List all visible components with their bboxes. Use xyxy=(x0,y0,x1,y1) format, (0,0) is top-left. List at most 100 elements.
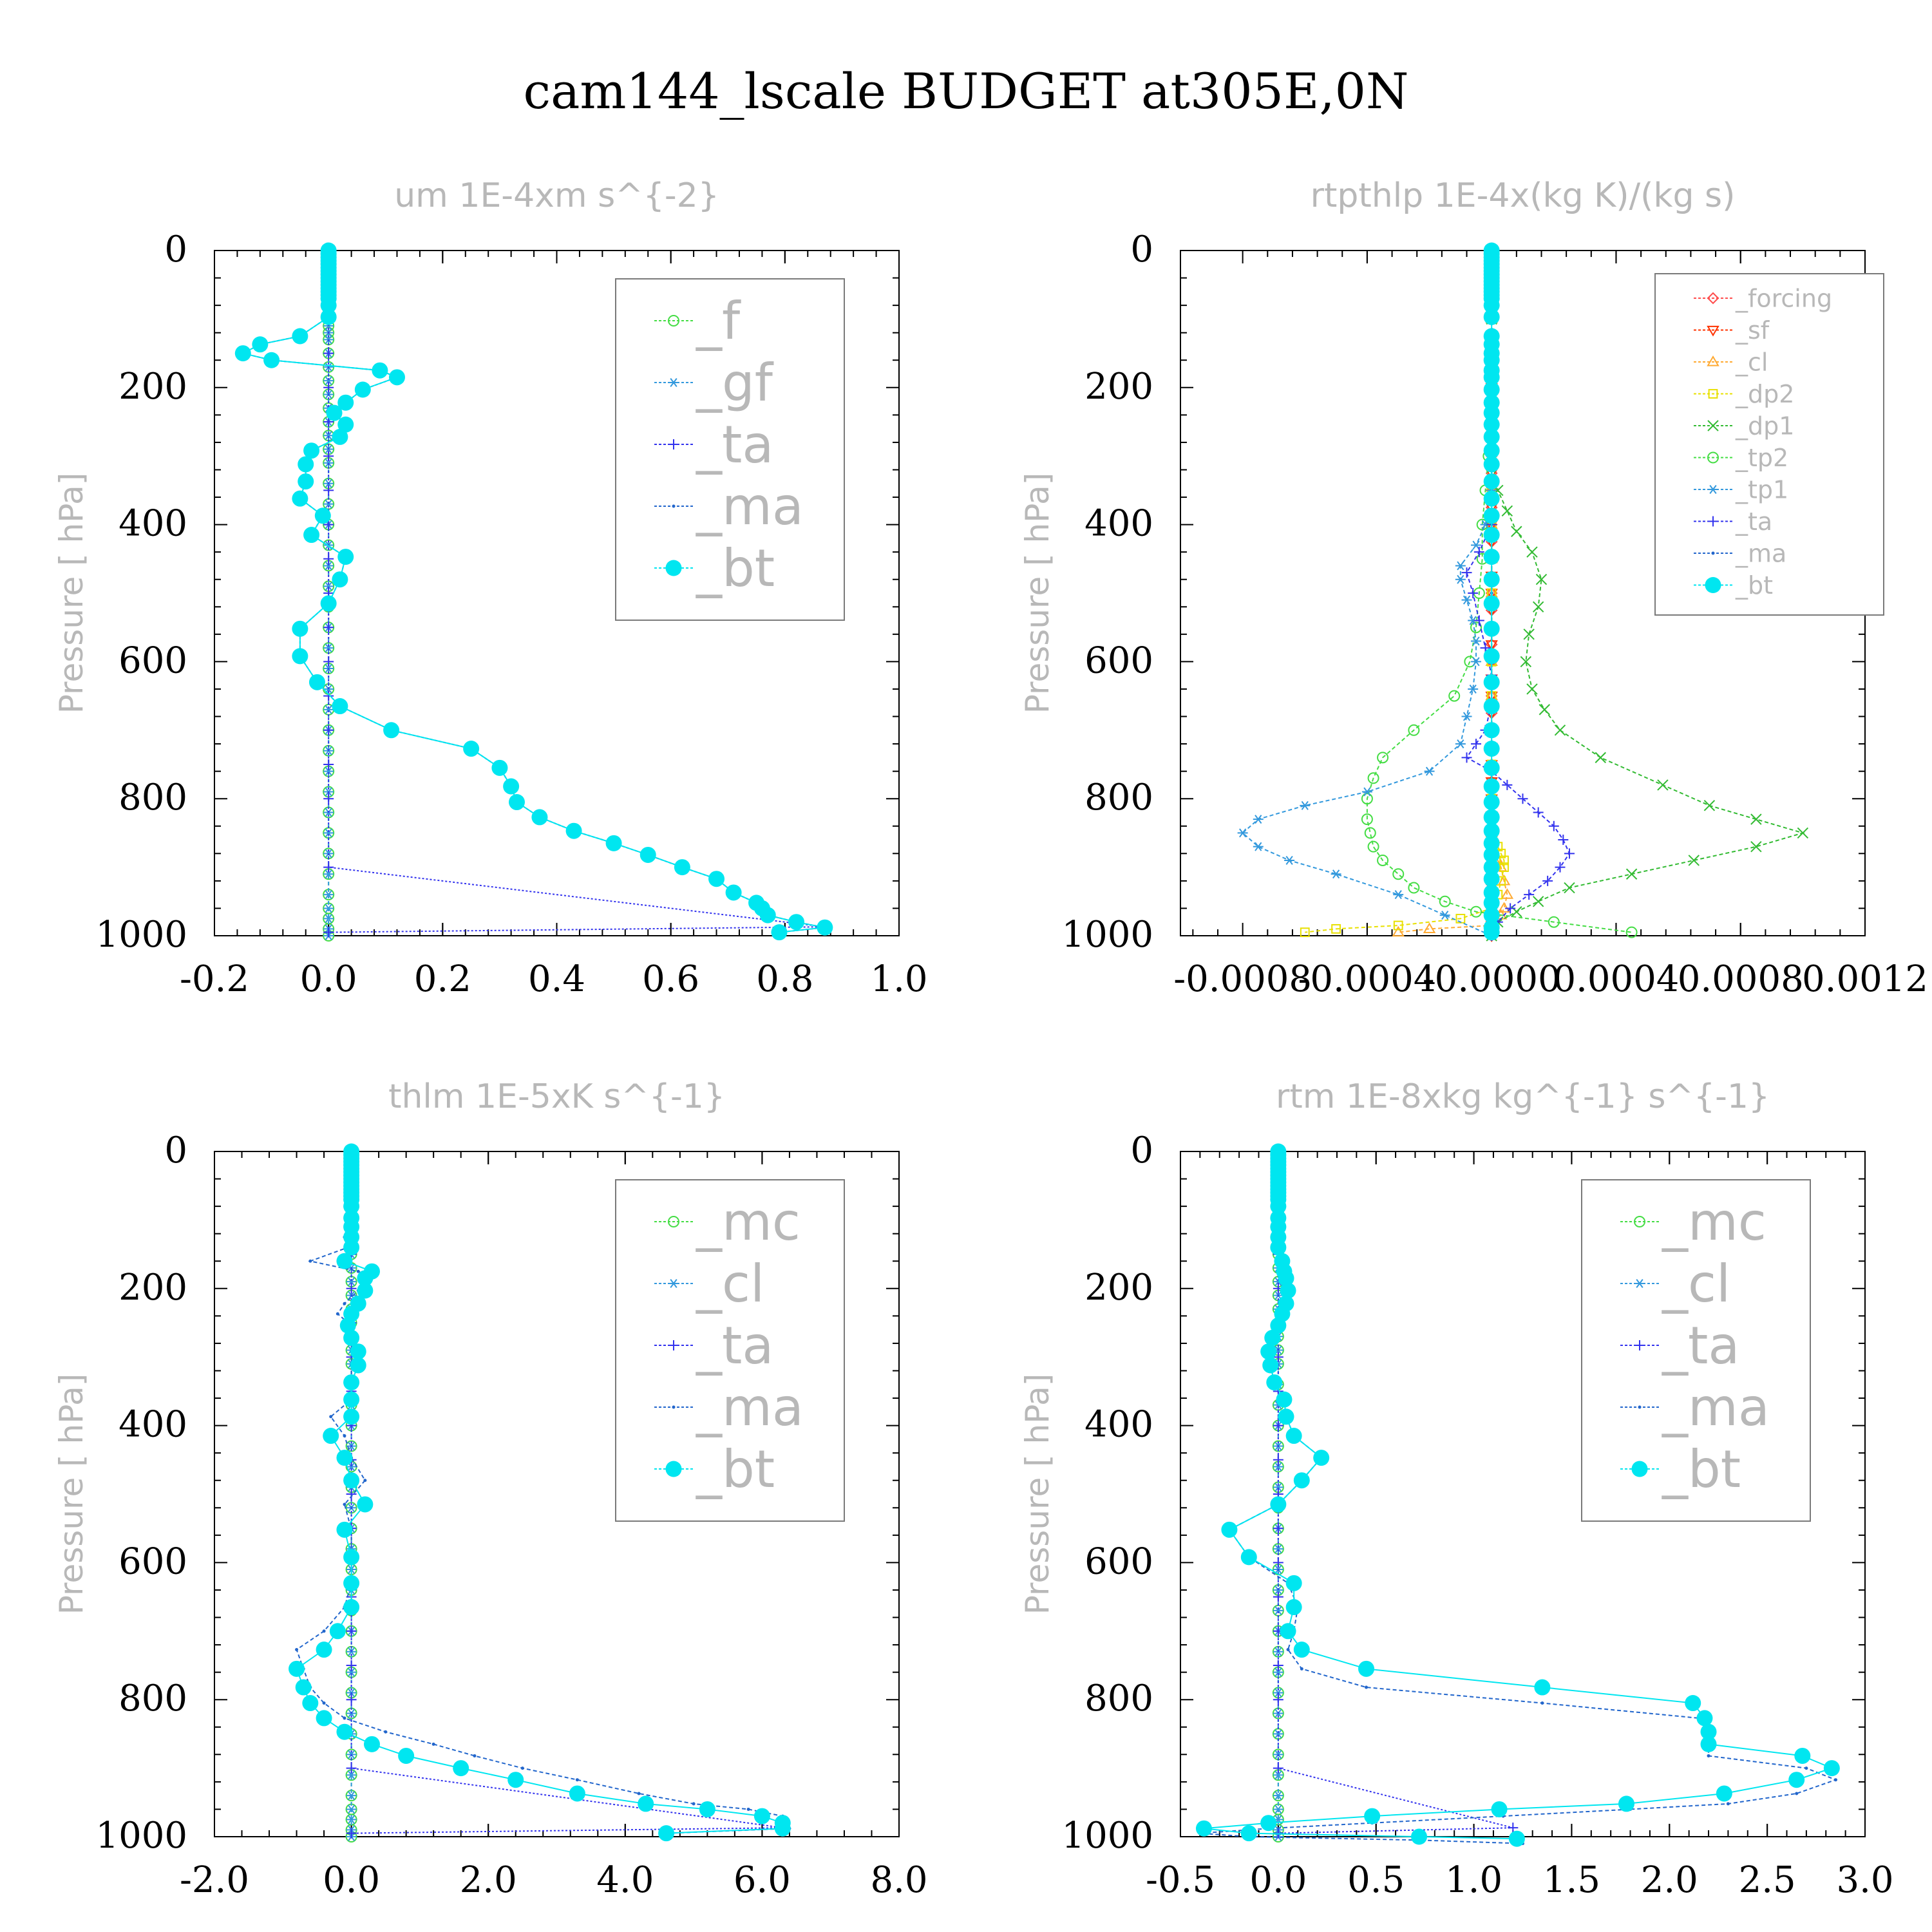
data-point xyxy=(303,527,320,544)
data-point xyxy=(323,348,334,359)
data-point xyxy=(298,473,314,490)
data-point xyxy=(295,1648,299,1652)
data-point xyxy=(1700,1723,1717,1740)
data-point xyxy=(343,1434,346,1438)
data-point xyxy=(1473,615,1484,626)
data-point xyxy=(295,1679,312,1696)
data-point xyxy=(1377,854,1389,866)
x-tick-label: 0.0 xyxy=(323,1859,380,1901)
x-tick-label: 0.4 xyxy=(528,958,585,1000)
data-point xyxy=(638,1795,654,1812)
data-point xyxy=(1264,1329,1281,1346)
data-point xyxy=(1540,1701,1544,1705)
data-point xyxy=(322,1701,326,1705)
data-point xyxy=(350,1357,366,1374)
data-point xyxy=(292,328,308,345)
data-point xyxy=(326,404,343,421)
legend-label: _cl xyxy=(696,1254,764,1314)
x-tick-label: 0.0 xyxy=(1249,1859,1307,1901)
data-point xyxy=(1564,848,1575,859)
data-point xyxy=(639,846,656,863)
legend-label: _sf xyxy=(1735,316,1770,345)
data-point xyxy=(1502,779,1513,790)
data-point xyxy=(1270,1239,1287,1256)
data-point xyxy=(323,561,334,571)
data-point xyxy=(1470,905,1482,918)
data-point xyxy=(346,1763,357,1774)
data-point xyxy=(1470,621,1482,634)
y-tick-label: 600 xyxy=(118,639,187,681)
data-point xyxy=(1278,1270,1294,1287)
data-point xyxy=(1501,888,1514,899)
legend-box xyxy=(1581,1179,1811,1522)
data-point xyxy=(323,451,334,462)
data-point xyxy=(1483,778,1500,795)
data-point xyxy=(337,416,354,433)
data-point xyxy=(1716,1785,1732,1802)
legend-entry: _f xyxy=(654,291,741,351)
data-point xyxy=(346,1283,357,1294)
data-point xyxy=(1439,895,1451,907)
data-point xyxy=(1548,916,1560,928)
data-point xyxy=(1195,1820,1212,1837)
data-point xyxy=(1483,759,1500,776)
data-point xyxy=(329,1415,333,1419)
data-point xyxy=(372,362,388,379)
data-point xyxy=(363,1479,367,1482)
data-point xyxy=(1461,567,1472,578)
data-point xyxy=(1703,800,1716,811)
data-point xyxy=(817,919,833,936)
data-point xyxy=(343,1549,360,1566)
panel-title: rtpthlp 1E-4x(kg K)/(kg s) xyxy=(1311,176,1736,215)
data-point xyxy=(1483,895,1500,911)
series-bt xyxy=(289,1143,791,1842)
data-point xyxy=(343,1472,360,1489)
legend-swatch-marker xyxy=(1711,551,1715,555)
data-point xyxy=(1657,779,1669,791)
data-point xyxy=(1273,1763,1283,1774)
data-point xyxy=(1625,868,1638,880)
data-point xyxy=(508,794,525,811)
data-point xyxy=(323,643,334,653)
data-point xyxy=(323,553,334,564)
data-point xyxy=(1483,549,1500,565)
data-point xyxy=(343,1408,360,1425)
legend-swatch-marker xyxy=(1707,292,1719,305)
x-tick-label: 0.5 xyxy=(1347,1859,1405,1901)
legend-swatch-marker xyxy=(668,1340,679,1350)
data-point xyxy=(605,835,622,851)
legend-entry: _ta xyxy=(1620,1316,1739,1376)
x-tick-label: -0.0008 xyxy=(1173,958,1312,1000)
data-point xyxy=(699,1801,715,1817)
data-point xyxy=(1293,1472,1310,1489)
data-point xyxy=(350,1343,366,1360)
data-point xyxy=(323,828,334,838)
data-point xyxy=(343,1575,360,1591)
data-point xyxy=(1483,846,1500,863)
x-tick-label: 3.0 xyxy=(1836,1859,1893,1901)
data-point xyxy=(323,690,334,701)
y-tick-label: 800 xyxy=(118,1678,187,1719)
y-tick-label: 1000 xyxy=(1061,914,1153,956)
data-point xyxy=(323,705,334,714)
data-point xyxy=(323,582,334,591)
data-point xyxy=(1483,907,1500,923)
data-point xyxy=(1468,588,1479,598)
x-tick-label: 0.2 xyxy=(414,958,471,1000)
legend-entry: _tp2 xyxy=(1694,444,1788,472)
data-point xyxy=(1483,308,1500,325)
data-point xyxy=(323,622,334,633)
data-point xyxy=(1471,739,1482,750)
data-point xyxy=(398,1747,415,1764)
data-point xyxy=(1483,297,1500,314)
data-point xyxy=(1278,1408,1294,1425)
data-point xyxy=(1240,1549,1257,1566)
data-point xyxy=(1331,869,1341,879)
data-point xyxy=(674,859,690,876)
data-point xyxy=(1548,820,1559,831)
data-point xyxy=(1473,547,1484,558)
data-point xyxy=(363,1736,380,1752)
data-point xyxy=(1795,1792,1799,1795)
data-point xyxy=(292,490,308,507)
y-tick-label: 800 xyxy=(1084,777,1153,819)
